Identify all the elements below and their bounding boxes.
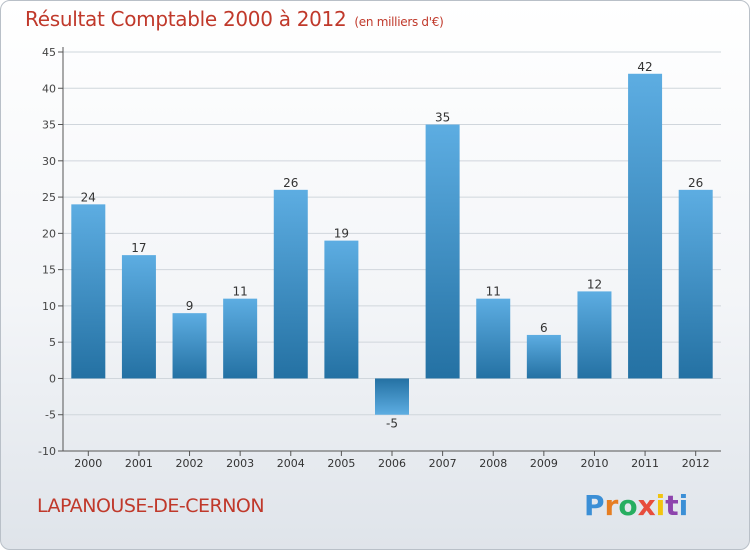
bar-value-label: 26 [688, 176, 703, 190]
logo-letter: i [678, 489, 689, 522]
bar [678, 189, 713, 379]
chart-title-text: Résultat Comptable 2000 à 2012 [25, 7, 347, 31]
bar-value-label: 6 [540, 321, 548, 335]
x-tick-label: 2005 [327, 457, 355, 470]
y-tick-label: 15 [42, 264, 56, 277]
bar-value-label: 19 [334, 227, 349, 241]
bar-value-label: -5 [386, 417, 398, 431]
logo-letter: i [655, 489, 666, 522]
y-tick-label: 10 [42, 300, 56, 313]
x-tick-label: 2003 [226, 457, 254, 470]
bar [71, 204, 106, 379]
bar-value-label: 26 [283, 176, 298, 190]
x-tick-label: 2010 [580, 457, 608, 470]
bar-value-label: 35 [435, 111, 450, 125]
y-tick-label: 30 [42, 155, 56, 168]
bar-value-label: 24 [81, 190, 96, 204]
x-tick-label: 2011 [631, 457, 659, 470]
y-tick-label: 0 [49, 372, 56, 385]
y-tick-label: -5 [45, 409, 56, 422]
bar-value-label: 11 [233, 285, 248, 299]
bar [476, 298, 511, 379]
bar-value-label: 9 [186, 299, 194, 313]
y-tick-label: 5 [49, 336, 56, 349]
chart-title: Résultat Comptable 2000 à 2012 (en millie… [25, 7, 444, 31]
bar [121, 255, 156, 379]
y-tick-label: 40 [42, 82, 56, 95]
x-tick-label: 2001 [125, 457, 153, 470]
bar-value-label: 42 [637, 60, 652, 74]
x-tick-label: 2007 [429, 457, 457, 470]
y-tick-label: 35 [42, 119, 56, 132]
bar-value-label: 11 [486, 285, 501, 299]
y-tick-label: 45 [42, 46, 56, 59]
bar [577, 291, 612, 379]
chart-subtitle: (en milliers d'€) [354, 15, 444, 29]
y-tick-label: -10 [38, 445, 56, 458]
x-tick-label: 2012 [682, 457, 710, 470]
bar-value-label: 17 [131, 241, 146, 255]
x-tick-label: 2004 [277, 457, 305, 470]
bar [324, 240, 359, 379]
bar [223, 298, 258, 379]
x-tick-label: 2006 [378, 457, 406, 470]
bar [172, 313, 207, 379]
x-tick-label: 2009 [530, 457, 558, 470]
bar [425, 124, 460, 379]
logo-letter: o [618, 489, 638, 522]
logo-letter: r [604, 489, 619, 522]
proxiti-logo: Proxiti [584, 489, 688, 522]
bar [375, 378, 409, 415]
y-tick-label: 25 [42, 191, 56, 204]
logo-letter: t [665, 489, 679, 522]
bar-value-label: 12 [587, 277, 602, 291]
logo-letter: P [584, 489, 605, 522]
x-tick-label: 2000 [74, 457, 102, 470]
bar [273, 189, 308, 379]
x-tick-label: 2008 [479, 457, 507, 470]
bar [628, 73, 663, 379]
y-tick-label: 20 [42, 227, 56, 240]
x-tick-label: 2002 [176, 457, 204, 470]
commune-name: LAPANOUSE-DE-CERNON [37, 495, 265, 517]
bar [526, 334, 561, 379]
logo-letter: x [637, 489, 656, 522]
